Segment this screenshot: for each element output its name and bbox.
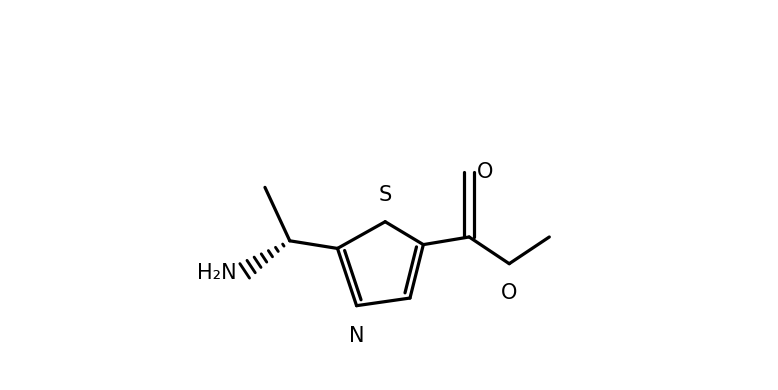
Text: O: O (501, 283, 517, 303)
Text: H₂N: H₂N (197, 263, 237, 283)
Text: O: O (477, 162, 493, 182)
Text: S: S (379, 184, 392, 204)
Text: N: N (349, 326, 364, 346)
